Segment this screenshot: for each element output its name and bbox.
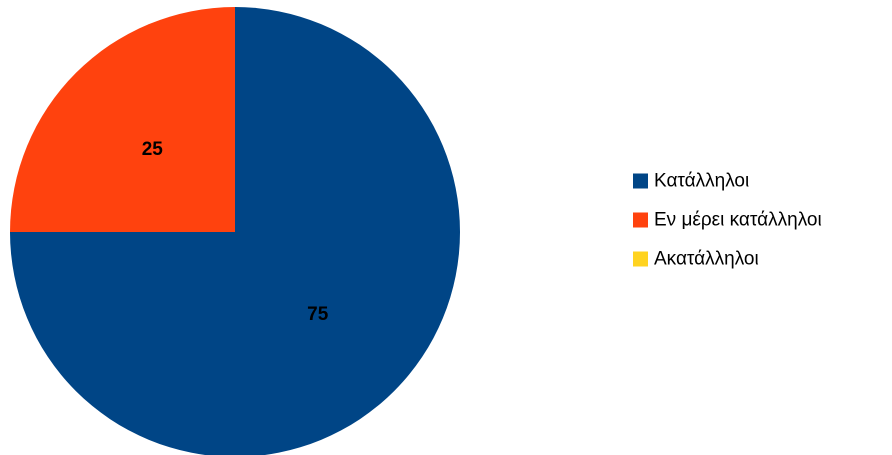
slice-value-label-2: 25 [142,139,164,160]
pie-slice-1 [10,7,460,455]
legend-swatch-3 [633,251,648,267]
pie-slice-2 [10,7,235,232]
legend-label-2: Εν μέρει κατάλληλοι [654,210,822,231]
pie-data-labels: 75 25 [142,139,329,325]
legend-swatch-1 [633,173,648,189]
legend-swatch-2 [633,212,648,228]
pie-slices [10,7,460,455]
legend: Κατάλληλοι Εν μέρει κατάλληλοι Ακατάλληλοι [633,171,822,270]
legend-label-1: Κατάλληλοι [654,171,749,192]
slice-value-label-1: 75 [307,304,329,325]
legend-label-3: Ακατάλληλοι [654,249,759,270]
